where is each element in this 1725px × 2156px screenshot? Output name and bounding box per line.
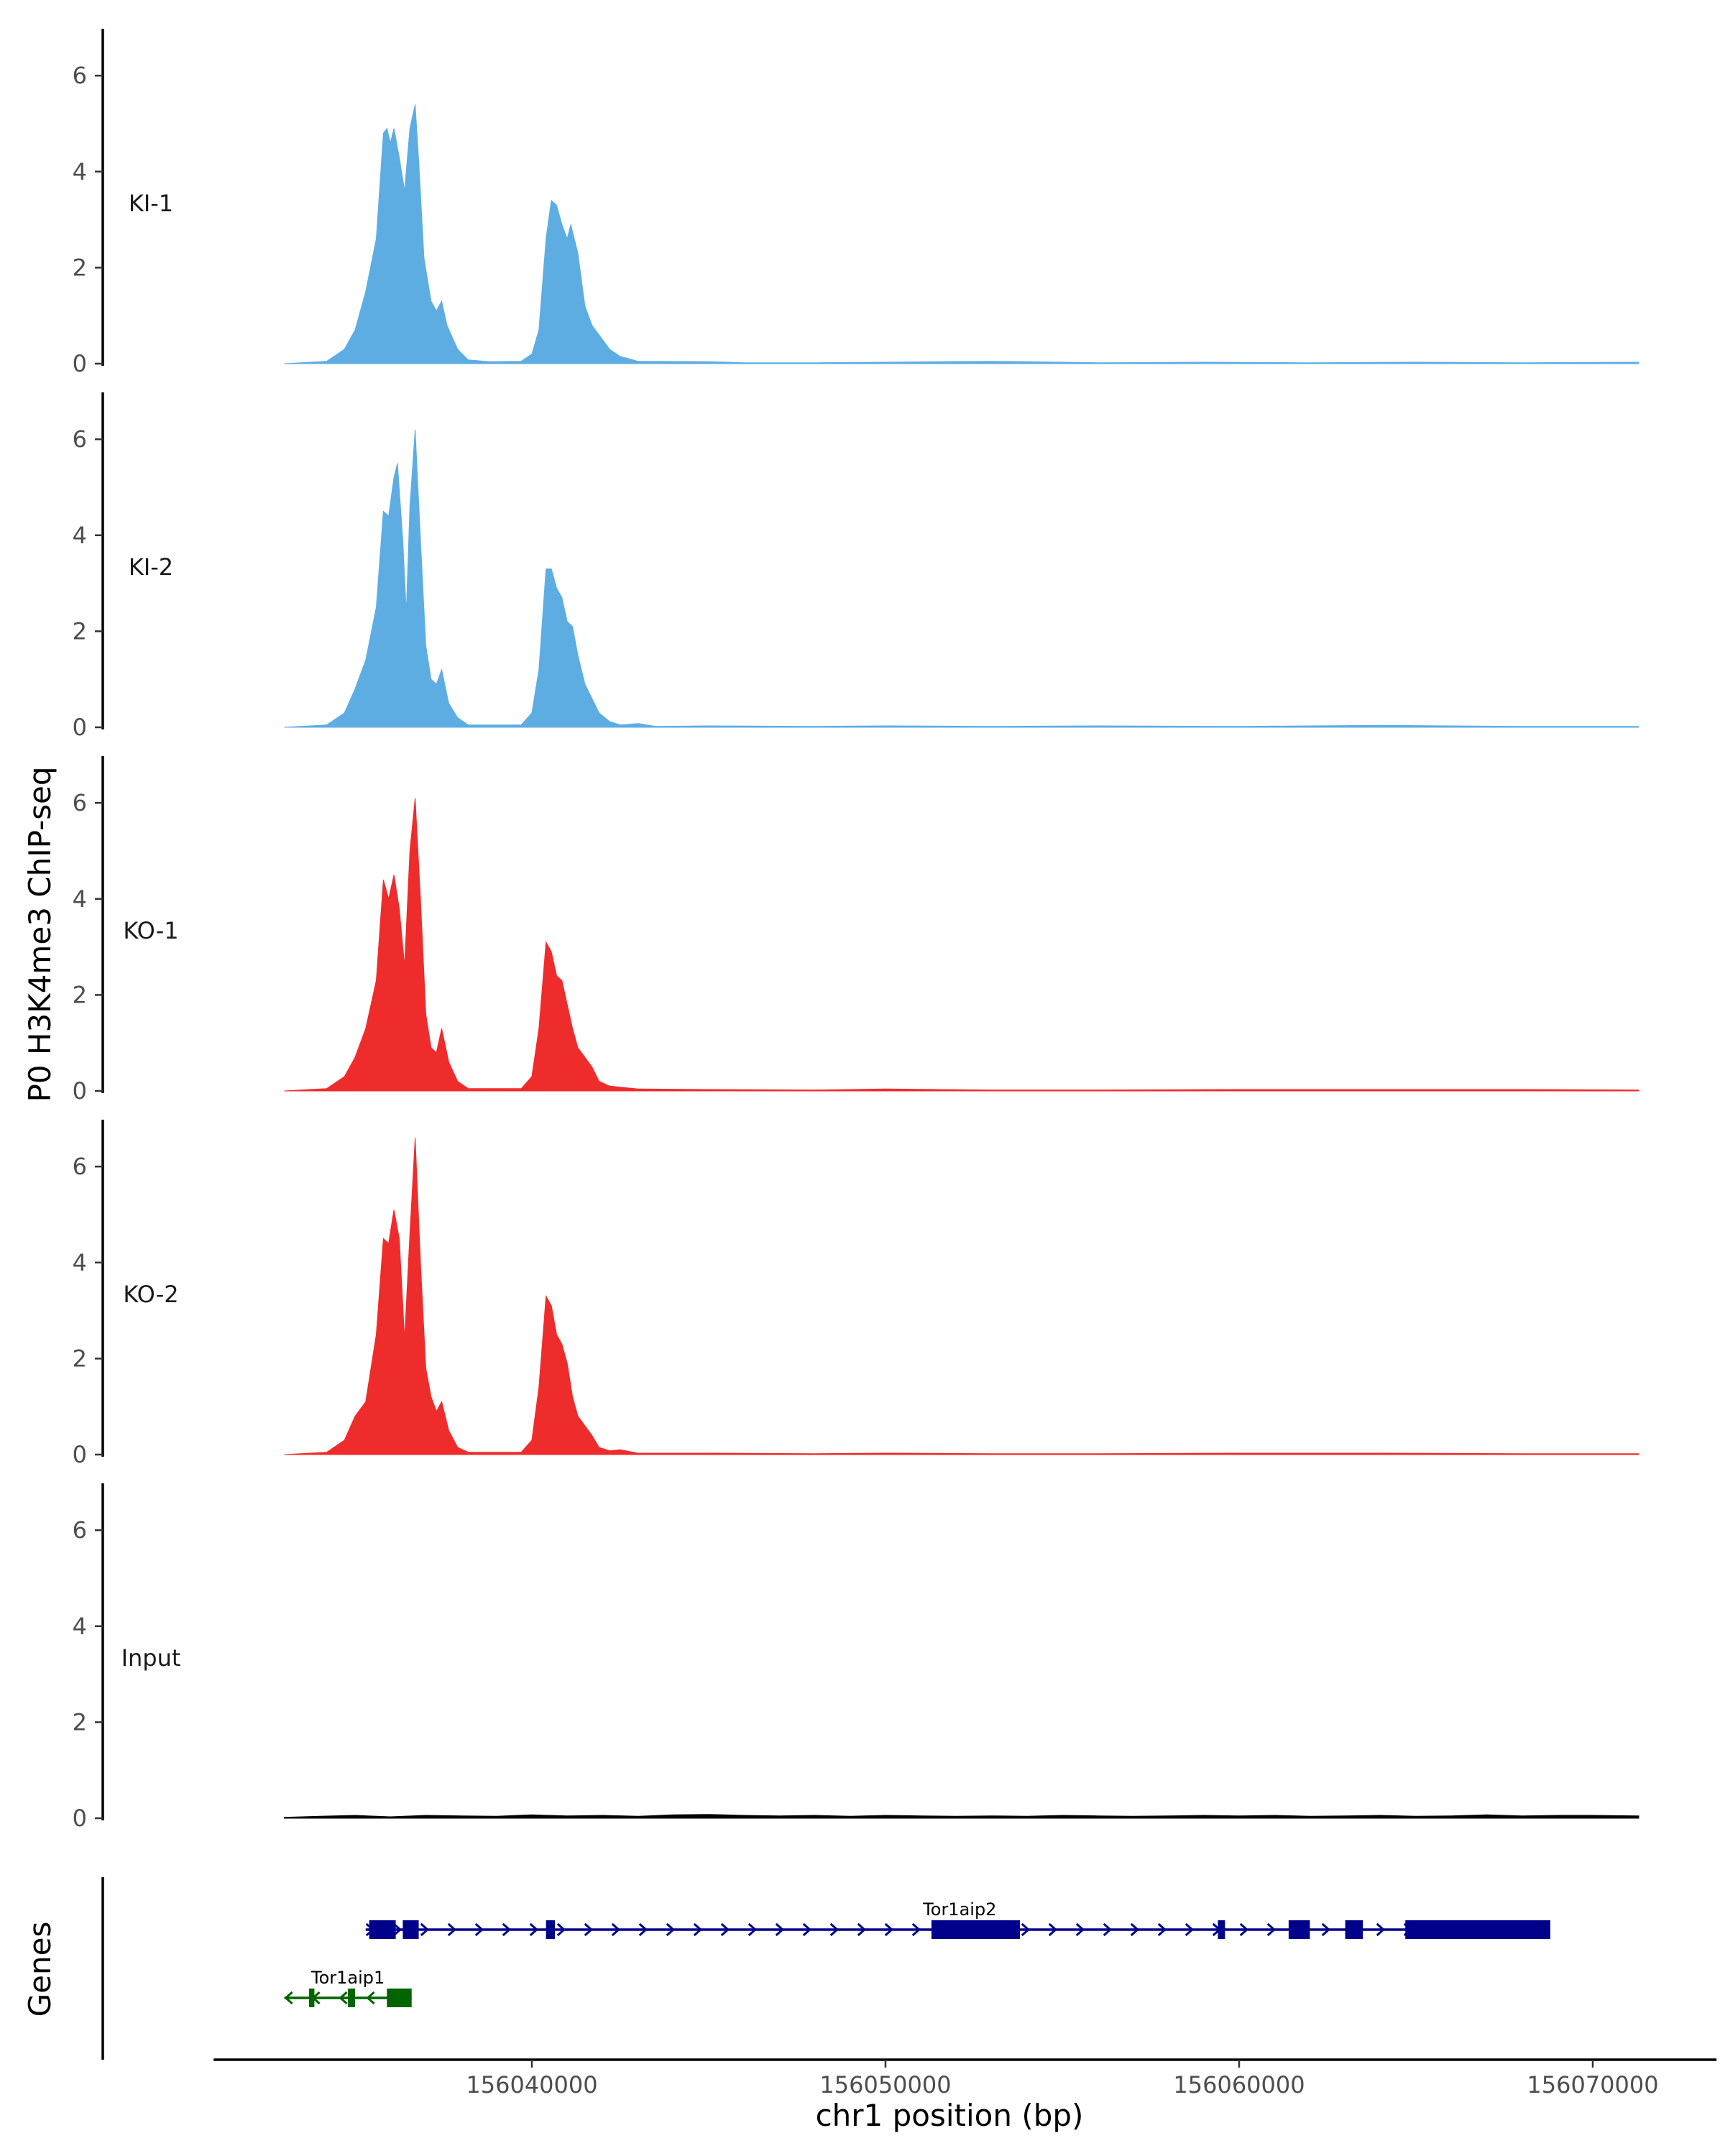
- strand-arrow: [829, 1922, 840, 1937]
- gene-label: Tor1aip1: [310, 1968, 385, 1988]
- x-axis: 156040000 156050000 156060000 156070000: [213, 2058, 1717, 2099]
- y-tick-label: 2: [73, 617, 87, 645]
- strand-arrow: [556, 1922, 566, 1937]
- track-label: KO-2: [123, 1281, 178, 1308]
- strand-arrow: [1376, 1922, 1386, 1937]
- signal-area-input: [284, 1814, 1639, 1819]
- signal-area-ki-1: [284, 104, 1639, 364]
- y-tick-label: 2: [73, 981, 87, 1008]
- strand-arrow: [638, 1922, 648, 1937]
- strand-arrow: [584, 1922, 594, 1937]
- signal-area-ki-2: [284, 429, 1639, 728]
- strand-arrow: [1048, 1922, 1058, 1937]
- y-tick-label: 2: [73, 254, 87, 281]
- strand-arrow: [1184, 1922, 1195, 1937]
- y-tick-label: 4: [73, 1249, 87, 1276]
- exon: [309, 1989, 315, 2007]
- strand-arrow: [748, 1922, 758, 1937]
- y-tick-label: 0: [73, 350, 87, 377]
- x-tick-label: 156060000: [1173, 2071, 1305, 2099]
- x-tick-label: 156040000: [466, 2071, 597, 2099]
- y-tick-label: 0: [73, 714, 87, 741]
- strand-arrow: [720, 1922, 730, 1937]
- strand-arrow: [1157, 1922, 1167, 1937]
- strand-arrow: [1103, 1922, 1113, 1937]
- track-ki-1: 0 2 4 6 KI-1: [73, 29, 1639, 377]
- x-tick-label: 156050000: [819, 2071, 951, 2099]
- gene-annotation-track: Tor1aip2 Tor1aip1: [101, 1877, 1550, 2060]
- y-tick-label: 2: [73, 1345, 87, 1372]
- gene-tor1aip2: Tor1aip2: [365, 1899, 1550, 1939]
- signal-area-ko-2: [284, 1138, 1639, 1455]
- strand-arrow: [392, 1922, 402, 1937]
- track-label: Input: [121, 1644, 181, 1672]
- strand-arrow: [884, 1922, 894, 1937]
- y-axis-title: P0 H3K4me3 ChIP-seq: [22, 766, 58, 1102]
- exon: [402, 1920, 419, 1939]
- gene-label: Tor1aip2: [922, 1899, 996, 1920]
- y-tick-label: 2: [73, 1708, 87, 1736]
- track-ki-2: 0 2 4 6 KI-2: [73, 392, 1639, 741]
- y-tick-label: 6: [73, 62, 87, 89]
- strand-arrow: [666, 1922, 676, 1937]
- signal-area-ko-1: [284, 798, 1639, 1092]
- track-input: 0 2 4 6 Input: [73, 1483, 1639, 1832]
- exon: [348, 1989, 355, 2007]
- exon: [931, 1920, 1020, 1939]
- exon: [1218, 1920, 1225, 1939]
- strand-arrow: [339, 1991, 348, 2005]
- y-tick-label: 6: [73, 1516, 87, 1544]
- y-tick-label: 4: [73, 158, 87, 185]
- y-tick-label: 6: [73, 789, 87, 816]
- strand-arrow: [502, 1922, 512, 1937]
- genes-axis-title: Genes: [22, 1922, 58, 2017]
- strand-arrow: [693, 1922, 703, 1937]
- strand-arrow: [447, 1922, 457, 1937]
- strand-arrow: [529, 1922, 539, 1937]
- exon: [1345, 1920, 1363, 1939]
- strand-arrow: [611, 1922, 621, 1937]
- track-label: KI-1: [129, 190, 173, 217]
- strand-arrow: [1130, 1922, 1140, 1937]
- y-tick-label: 6: [73, 425, 87, 453]
- strand-arrow: [420, 1922, 430, 1937]
- track-ko-2: 0 2 4 6 KO-2: [73, 1120, 1639, 1468]
- y-tick-label: 0: [73, 1441, 87, 1468]
- y-tick-label: 0: [73, 1805, 87, 1832]
- strand-arrow: [1239, 1922, 1249, 1937]
- exon: [369, 1920, 396, 1939]
- signal-tracks: 0 2 4 6 KI-1 0 2 4 6 KI-2 0 2 4 6 KO-1 0 2 4 6 KO-2 0 2 4 6 Inpu…: [73, 29, 1639, 1832]
- strand-arrow: [857, 1922, 867, 1937]
- y-tick-label: 4: [73, 1613, 87, 1640]
- exon: [1405, 1920, 1550, 1939]
- strand-arrow: [802, 1922, 812, 1937]
- strand-arrow: [911, 1922, 921, 1937]
- gene-tor1aip1: Tor1aip1: [284, 1968, 412, 2007]
- strand-arrow: [366, 1991, 375, 2005]
- y-tick-label: 6: [73, 1153, 87, 1180]
- y-tick-label: 4: [73, 885, 87, 913]
- y-tick-label: 0: [73, 1077, 87, 1105]
- strand-arrow: [1266, 1922, 1276, 1937]
- exon: [387, 1989, 412, 2007]
- x-tick-label: 156070000: [1527, 2071, 1658, 2099]
- x-axis-title: chr1 position (bp): [816, 2098, 1084, 2133]
- strand-arrow: [284, 1991, 293, 2005]
- strand-arrow: [1075, 1922, 1085, 1937]
- exon: [1288, 1920, 1310, 1939]
- strand-arrow: [775, 1922, 785, 1937]
- track-label: KI-2: [129, 553, 173, 581]
- track-ko-1: 0 2 4 6 KO-1: [73, 756, 1639, 1105]
- exon: [546, 1920, 555, 1939]
- track-label: KO-1: [123, 917, 178, 944]
- strand-arrow: [1021, 1922, 1031, 1937]
- strand-arrow: [1321, 1922, 1331, 1937]
- strand-arrow: [474, 1922, 484, 1937]
- y-tick-label: 4: [73, 522, 87, 549]
